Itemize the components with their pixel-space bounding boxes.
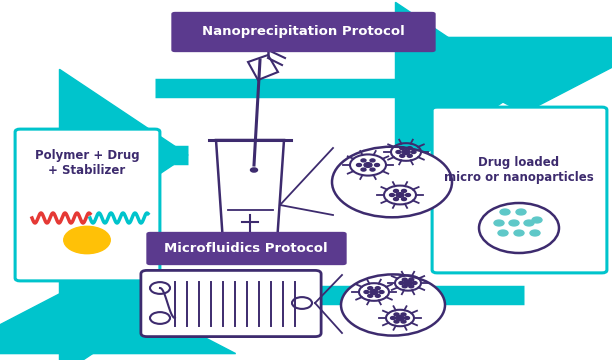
Circle shape [405,316,409,319]
Circle shape [530,230,540,236]
Circle shape [394,320,399,323]
FancyBboxPatch shape [171,12,436,52]
Circle shape [396,193,404,197]
Circle shape [402,285,407,288]
Circle shape [332,147,452,217]
Polygon shape [378,37,612,113]
Circle shape [401,189,406,192]
Circle shape [402,278,407,281]
FancyBboxPatch shape [15,129,160,281]
Circle shape [532,217,542,223]
Circle shape [401,320,406,323]
Circle shape [509,220,519,226]
Circle shape [389,194,395,197]
Circle shape [250,168,258,172]
Circle shape [524,220,534,226]
Polygon shape [0,278,236,354]
Circle shape [404,281,412,285]
Text: Polymer + Drug
+ Stabilizer: Polymer + Drug + Stabilizer [35,149,140,177]
Circle shape [500,209,510,215]
Text: Drug loaded
micro or nanoparticles: Drug loaded micro or nanoparticles [444,156,594,184]
Circle shape [390,316,395,319]
Circle shape [498,230,508,236]
FancyBboxPatch shape [220,247,290,263]
Circle shape [64,226,110,254]
Circle shape [394,313,399,316]
Circle shape [400,154,405,157]
Circle shape [368,294,373,297]
Circle shape [364,291,369,293]
Circle shape [407,147,412,150]
Polygon shape [395,2,524,174]
Circle shape [401,313,406,316]
Circle shape [379,291,384,293]
Circle shape [375,294,380,297]
Circle shape [364,163,372,167]
Circle shape [396,316,404,320]
Circle shape [394,189,398,192]
Ellipse shape [479,203,559,253]
Circle shape [370,290,378,294]
Circle shape [407,154,412,157]
Circle shape [412,282,417,284]
Polygon shape [59,69,188,241]
Circle shape [361,159,366,162]
Circle shape [399,282,404,284]
Circle shape [370,159,375,162]
Text: Nanoprecipitation Protocol: Nanoprecipitation Protocol [201,26,405,39]
Circle shape [394,198,398,201]
Circle shape [409,285,414,288]
FancyBboxPatch shape [146,232,346,265]
Circle shape [375,287,380,290]
Circle shape [516,209,526,215]
Circle shape [402,150,410,154]
Circle shape [370,168,375,171]
Circle shape [406,194,411,197]
Circle shape [341,274,445,336]
Circle shape [375,163,379,166]
Circle shape [401,198,406,201]
Circle shape [411,150,416,153]
FancyBboxPatch shape [215,242,295,247]
Circle shape [514,230,524,236]
Text: Microfluidics Protocol: Microfluidics Protocol [164,243,328,256]
FancyBboxPatch shape [432,107,607,273]
Circle shape [357,163,362,166]
Circle shape [494,220,504,226]
Circle shape [368,287,373,290]
FancyBboxPatch shape [141,270,321,337]
Circle shape [409,278,414,281]
Circle shape [361,168,366,171]
Circle shape [400,147,405,150]
Polygon shape [59,204,188,360]
Circle shape [396,150,401,153]
